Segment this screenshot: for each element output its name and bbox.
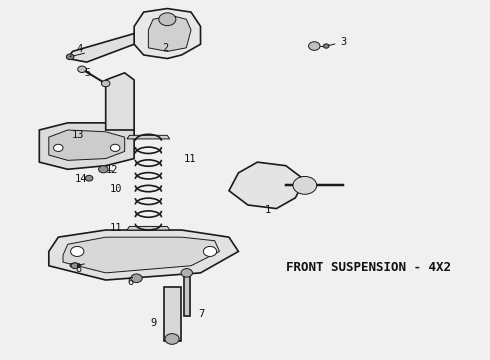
Circle shape [309, 42, 320, 50]
Polygon shape [148, 16, 191, 51]
Polygon shape [49, 230, 239, 280]
Text: 8: 8 [75, 264, 81, 274]
Circle shape [53, 144, 63, 152]
Polygon shape [70, 263, 79, 267]
Circle shape [71, 263, 79, 269]
Polygon shape [127, 135, 170, 139]
Circle shape [98, 166, 108, 173]
Circle shape [159, 13, 176, 26]
Text: 10: 10 [109, 184, 122, 194]
Circle shape [203, 247, 217, 256]
Text: 11: 11 [184, 154, 196, 163]
Polygon shape [134, 9, 200, 59]
Circle shape [66, 54, 74, 60]
Polygon shape [68, 33, 134, 62]
Polygon shape [127, 226, 170, 230]
Circle shape [131, 274, 142, 283]
Text: 11: 11 [109, 223, 122, 233]
Polygon shape [184, 273, 190, 316]
Polygon shape [106, 73, 134, 130]
Text: 7: 7 [198, 309, 204, 319]
Circle shape [85, 175, 93, 181]
Polygon shape [229, 162, 305, 208]
Text: 2: 2 [163, 43, 169, 53]
Circle shape [71, 247, 84, 256]
Polygon shape [164, 287, 181, 341]
Polygon shape [39, 123, 134, 169]
Text: 3: 3 [329, 37, 346, 47]
Polygon shape [49, 130, 124, 160]
Text: 14: 14 [75, 174, 87, 184]
Polygon shape [63, 237, 220, 273]
Circle shape [323, 44, 329, 48]
Circle shape [101, 80, 110, 87]
Text: 13: 13 [72, 130, 84, 140]
Circle shape [110, 144, 120, 152]
Text: 6: 6 [127, 277, 133, 287]
Text: 1: 1 [265, 205, 271, 215]
Text: 9: 9 [151, 318, 157, 328]
Circle shape [78, 66, 86, 72]
Circle shape [165, 334, 179, 344]
Text: 12: 12 [106, 165, 118, 175]
Text: FRONT SUSPENSION - 4X2: FRONT SUSPENSION - 4X2 [286, 261, 451, 274]
Circle shape [293, 176, 317, 194]
Circle shape [181, 269, 193, 277]
Text: 4: 4 [70, 45, 82, 57]
Text: 5: 5 [84, 68, 91, 78]
